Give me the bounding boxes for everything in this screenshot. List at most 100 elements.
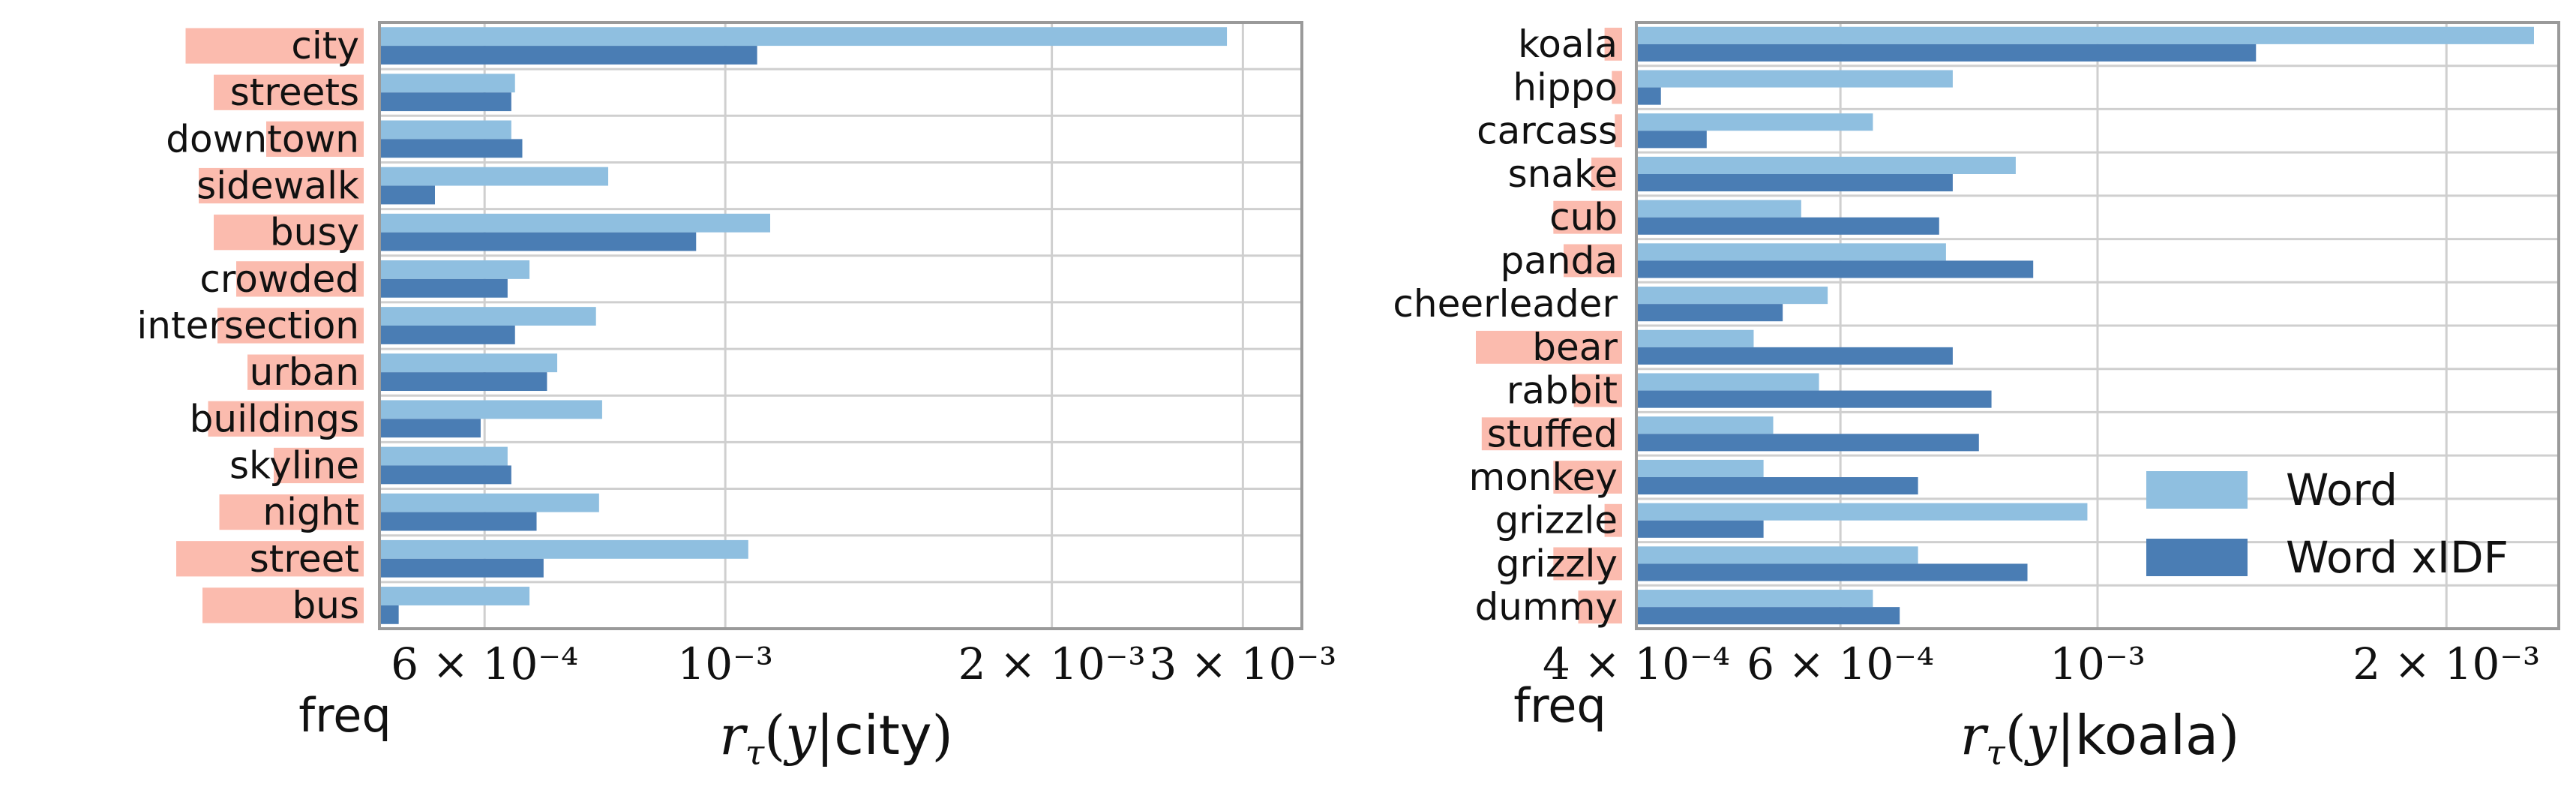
category-label-grizzle: grizzle xyxy=(1495,499,1618,542)
category-label-rabbit: rabbit xyxy=(1507,369,1618,413)
plot-frame xyxy=(1635,21,2560,630)
bar-word-grizzle xyxy=(1636,503,2088,521)
freq-bar-sidewalk xyxy=(199,167,364,204)
bar-word-xidf-buildings xyxy=(379,419,481,438)
x-tick-label: 6 × 10⁻⁴ xyxy=(391,638,578,689)
x-tick-label: 3 × 10⁻³ xyxy=(1149,638,1336,689)
bar-word-xidf-bear xyxy=(1636,347,1953,365)
bar-word-monkey xyxy=(1636,459,1764,477)
category-label-cheerleader: cheerleader xyxy=(1393,282,1618,326)
bar-word-xidf-snake xyxy=(1636,174,1953,192)
bar-word-xidf-city xyxy=(379,46,757,65)
freq-bar-dummy xyxy=(1578,590,1622,624)
bar-word-xidf-cheerleader xyxy=(1636,304,1783,322)
legend-label-word: Word xyxy=(2286,464,2398,515)
x-tick-label: 2 × 10⁻³ xyxy=(2353,638,2540,689)
freq-bar-night xyxy=(219,494,364,530)
bar-word-snake xyxy=(1636,156,2016,174)
bar-word-xidf-koala xyxy=(1636,44,2257,62)
freq-bar-bear xyxy=(1476,330,1622,364)
bar-word-cub xyxy=(1636,200,1801,218)
category-label-bear: bear xyxy=(1532,326,1618,369)
bar-word-urban xyxy=(379,353,558,373)
bar-word-koala xyxy=(1636,26,2534,44)
freq-bar-buildings xyxy=(208,401,364,437)
freq-bar-grizzle xyxy=(1604,503,1622,537)
freq-bar-intersection xyxy=(217,308,364,344)
freq-bar-carcass xyxy=(1615,114,1622,148)
x-axis-label: rτ(y|koala) xyxy=(1960,704,2239,773)
bar-word-bear xyxy=(1636,329,1754,347)
bar-word-cheerleader xyxy=(1636,287,1828,305)
freq-bar-city xyxy=(185,28,364,64)
x-tick-label: 2 × 10⁻³ xyxy=(958,638,1146,689)
bar-word-xidf-intersection xyxy=(379,326,515,344)
bar-word-crowded xyxy=(379,260,530,279)
category-label-bus: bus xyxy=(292,584,359,627)
koala-panel: koalahippocarcasssnakecubpandacheerleade… xyxy=(1393,21,2560,773)
bar-word-xidf-grizzly xyxy=(1636,563,2028,581)
bar-word-xidf-panda xyxy=(1636,260,2034,278)
bar-word-xidf-crowded xyxy=(379,278,508,298)
freq-bar-panda xyxy=(1564,244,1622,278)
freq-bar-skyline xyxy=(274,447,364,484)
bar-word-dummy xyxy=(1636,590,1873,608)
bar-word-city xyxy=(379,27,1228,47)
freq-bar-monkey xyxy=(1553,461,1622,494)
bar-word-xidf-cub xyxy=(1636,217,1939,235)
bar-word-xidf-grizzle xyxy=(1636,520,1764,538)
x-tick-label: 10⁻³ xyxy=(677,638,773,689)
category-label-busy: busy xyxy=(270,211,359,254)
freq-bar-bus xyxy=(202,587,364,623)
category-label-cub: cub xyxy=(1549,196,1618,239)
bar-word-xidf-urban xyxy=(379,372,547,392)
legend-swatch-word-xidf xyxy=(2146,539,2248,576)
bar-word-xidf-carcass xyxy=(1636,131,1707,149)
freq-bar-downtown xyxy=(266,121,364,158)
category-label-streets: streets xyxy=(230,71,359,114)
bar-word-sidewalk xyxy=(379,167,609,186)
bar-word-buildings xyxy=(379,400,602,419)
bar-word-night xyxy=(379,493,599,512)
bar-word-xidf-streets xyxy=(379,92,511,112)
freq-bar-urban xyxy=(247,354,364,390)
bar-word-busy xyxy=(379,213,771,233)
bar-word-skyline xyxy=(379,446,508,466)
bar-word-xidf-sidewalk xyxy=(379,185,435,205)
x-tick-label: 6 × 10⁻⁴ xyxy=(1747,638,1934,689)
bar-word-panda xyxy=(1636,243,1946,261)
city-panel: citystreetsdowntownsidewalkbusycrowdedin… xyxy=(136,21,1336,773)
category-label-stuffed: stuffed xyxy=(1487,412,1618,455)
category-label-dummy: dummy xyxy=(1475,585,1618,629)
category-label-sidewalk: sidewalk xyxy=(196,164,359,208)
freq-label: freq xyxy=(298,688,391,743)
freq-bar-crowded xyxy=(236,261,364,297)
freq-bar-busy xyxy=(214,215,364,251)
freq-bar-streets xyxy=(214,74,364,110)
category-label-carcass: carcass xyxy=(1477,109,1618,152)
freq-bar-grizzly xyxy=(1553,547,1622,581)
bar-word-bus xyxy=(379,587,530,605)
category-label-hippo: hippo xyxy=(1513,66,1618,110)
bar-word-xidf-street xyxy=(379,558,544,578)
category-label-night: night xyxy=(262,491,359,534)
bar-word-hippo xyxy=(1636,70,1953,88)
x-tick-label: 10⁻³ xyxy=(2050,638,2146,689)
legend: Word Word xIDF xyxy=(2146,464,2509,583)
bar-word-xidf-rabbit xyxy=(1636,390,1992,408)
bar-word-xidf-dummy xyxy=(1636,607,1900,625)
bar-word-xidf-busy xyxy=(379,232,697,251)
bar-word-carcass xyxy=(1636,113,1873,131)
bar-word-street xyxy=(379,539,748,559)
category-label-monkey: monkey xyxy=(1468,455,1618,499)
category-label-koala: koala xyxy=(1518,23,1618,66)
category-label-skyline: skyline xyxy=(229,443,359,487)
category-label-crowded: crowded xyxy=(199,257,359,301)
category-label-city: city xyxy=(291,24,359,68)
category-label-street: street xyxy=(250,537,359,581)
bar-word-streets xyxy=(379,74,515,93)
bar-word-stuffed xyxy=(1636,416,1774,434)
x-axis-label: rτ(y|city) xyxy=(719,704,952,773)
category-label-downtown: downtown xyxy=(166,117,359,161)
